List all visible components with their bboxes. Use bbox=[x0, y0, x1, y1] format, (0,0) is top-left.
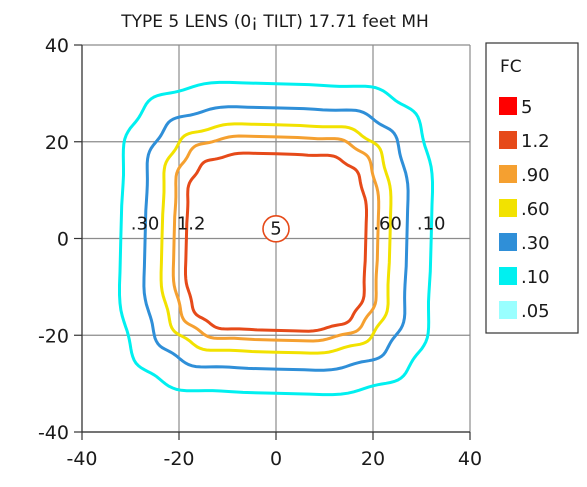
contour-lines bbox=[118, 80, 434, 397]
x-tick-label: -20 bbox=[163, 448, 194, 470]
legend-box bbox=[485, 42, 579, 334]
legend-label: .10 bbox=[521, 267, 550, 288]
legend-label: .90 bbox=[521, 165, 550, 186]
contour-line bbox=[118, 80, 434, 397]
center-marker-circle bbox=[262, 215, 290, 243]
contour-labels: .30 1.2 .60 .10 5 bbox=[131, 213, 446, 243]
contour-label: .10 bbox=[417, 213, 446, 234]
legend-title: FC bbox=[500, 57, 522, 77]
contour-line bbox=[142, 105, 410, 372]
y-tick-label: 40 bbox=[45, 35, 69, 57]
center-marker-label: 5 bbox=[270, 218, 281, 239]
contour-label: .30 bbox=[131, 213, 160, 234]
legend-swatch bbox=[499, 165, 517, 183]
y-tick-label: 20 bbox=[45, 132, 69, 154]
legend-swatch bbox=[499, 267, 517, 285]
legend: FC 5 1.2 .90 .60 .30 .10 .05 bbox=[485, 42, 579, 334]
legend-label: 5 bbox=[521, 97, 532, 118]
y-tick-label: 0 bbox=[57, 229, 69, 251]
legend-swatch bbox=[499, 233, 517, 251]
chart-title: TYPE 5 LENS (0¡ TILT) 17.71 feet MH bbox=[120, 12, 429, 32]
x-tick-label: 40 bbox=[458, 448, 482, 470]
legend-label: .30 bbox=[521, 233, 550, 254]
contour-line bbox=[159, 122, 393, 355]
legend-swatch bbox=[499, 301, 517, 319]
x-tick-label: 20 bbox=[361, 448, 385, 470]
legend-items: 5 1.2 .90 .60 .30 .10 .05 bbox=[499, 97, 550, 322]
x-tick-label: -40 bbox=[66, 448, 97, 470]
legend-swatch bbox=[499, 97, 517, 115]
axes: -40 -20 0 20 40 40 20 0 -20 -40 bbox=[38, 35, 482, 470]
contour-label: .60 bbox=[373, 213, 402, 234]
legend-swatch bbox=[499, 199, 517, 217]
y-tick-label: -40 bbox=[38, 422, 69, 444]
legend-swatch bbox=[499, 131, 517, 149]
y-tick-label: -20 bbox=[38, 325, 69, 347]
legend-label: .60 bbox=[521, 199, 550, 220]
contour-line bbox=[184, 151, 368, 333]
legend-label: .05 bbox=[521, 301, 550, 322]
x-tick-label: 0 bbox=[270, 448, 282, 470]
contour-line bbox=[171, 134, 381, 343]
legend-label: 1.2 bbox=[521, 131, 550, 152]
contour-label: 1.2 bbox=[177, 213, 206, 234]
